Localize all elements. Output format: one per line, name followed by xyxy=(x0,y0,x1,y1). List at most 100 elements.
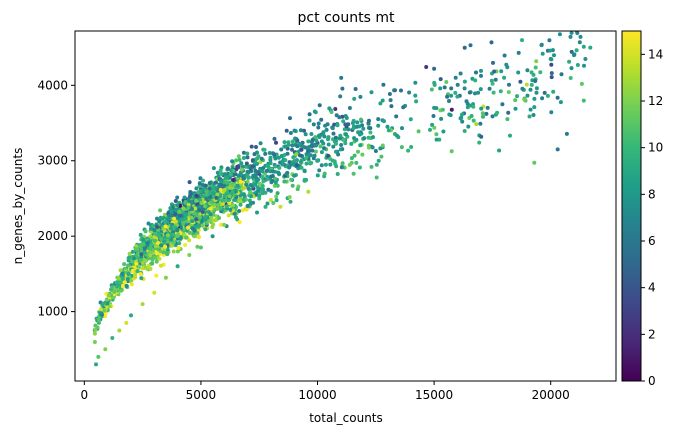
scatter-point xyxy=(252,152,257,157)
scatter-point xyxy=(467,90,472,95)
scatter-point xyxy=(117,328,122,333)
scatter-point xyxy=(531,113,536,117)
scatter-point xyxy=(255,210,259,215)
scatter-point xyxy=(267,151,272,155)
scatter-point xyxy=(208,212,213,217)
scatter-point xyxy=(295,187,300,192)
scatter-point xyxy=(525,68,530,73)
scatter-point xyxy=(462,86,467,91)
scatter-point xyxy=(146,221,151,226)
scatter-point xyxy=(549,71,554,76)
scatter-point xyxy=(516,50,521,55)
scatter-point xyxy=(527,114,532,119)
scatter-point xyxy=(588,45,593,50)
scatter-point xyxy=(484,111,489,116)
scatter-point xyxy=(249,194,254,199)
scatter-point xyxy=(177,209,182,214)
scatter-point xyxy=(298,128,303,133)
scatter-point xyxy=(504,62,509,67)
scatter-point xyxy=(370,145,375,150)
scatter-point xyxy=(506,90,511,95)
scatter-point xyxy=(231,203,236,208)
scatter-point xyxy=(183,212,188,217)
scatter-point xyxy=(416,129,421,134)
scatter-point xyxy=(534,59,539,64)
scatter-point xyxy=(242,185,247,190)
scatter-point xyxy=(318,144,323,149)
scatter-point xyxy=(449,107,454,112)
scatter-point xyxy=(261,166,266,171)
scatter-point xyxy=(260,169,265,174)
scatter-point xyxy=(155,240,160,245)
scatter-point xyxy=(242,194,247,199)
scatter-point xyxy=(187,238,192,243)
scatter-point xyxy=(244,182,249,187)
scatter-point xyxy=(495,110,500,115)
colorbar-tick-label: 10 xyxy=(648,141,663,155)
scatter-point xyxy=(199,201,204,205)
scatter-point xyxy=(139,247,144,252)
scatter-point xyxy=(288,199,293,204)
scatter-point xyxy=(94,362,98,367)
scatter-point xyxy=(231,168,236,173)
scatter-point xyxy=(334,149,338,154)
scatter-point xyxy=(572,53,576,58)
scatter-point xyxy=(481,114,485,119)
scatter-point xyxy=(250,158,255,163)
scatter-point xyxy=(194,198,199,203)
scatter-point xyxy=(306,149,310,154)
scatter-point xyxy=(321,132,326,137)
scatter-point xyxy=(263,151,268,156)
scatter-point xyxy=(148,253,153,258)
scatter-point xyxy=(406,148,411,153)
scatter-point xyxy=(299,165,304,170)
scatter-point xyxy=(129,282,134,287)
scatter-point xyxy=(204,196,209,201)
scatter-point xyxy=(401,105,406,110)
scatter-point xyxy=(373,149,378,153)
scatter-point xyxy=(178,213,183,218)
scatter-point xyxy=(172,216,177,221)
scatter-point xyxy=(190,226,195,231)
scatter-point xyxy=(567,59,572,64)
scatter-point xyxy=(347,162,352,167)
scatter-point xyxy=(285,170,290,175)
scatter-point xyxy=(449,86,454,91)
scatter-point xyxy=(213,218,218,223)
scatter-point xyxy=(441,129,446,134)
scatter-point xyxy=(214,195,219,200)
scatter-point xyxy=(582,63,586,68)
scatter-point xyxy=(201,178,205,183)
scatter-point xyxy=(272,152,277,157)
scatter-point xyxy=(157,219,162,224)
scatter-point xyxy=(274,194,279,199)
scatter-point xyxy=(341,119,346,124)
scatter-point xyxy=(182,195,187,200)
scatter-point xyxy=(257,181,262,186)
scatter-point xyxy=(323,162,328,167)
chart-title: pct counts mt xyxy=(298,10,395,26)
scatter-point xyxy=(290,143,295,148)
scatter-point xyxy=(141,242,146,247)
scatter-point xyxy=(350,121,355,125)
scatter-point xyxy=(331,131,336,136)
scatter-point xyxy=(497,148,502,153)
scatter-point xyxy=(299,147,304,152)
scatter-point xyxy=(255,185,260,190)
scatter-point xyxy=(102,308,107,313)
scatter-point xyxy=(208,218,213,223)
scatter-point xyxy=(278,204,283,209)
scatter-point xyxy=(189,200,194,205)
scatter-point xyxy=(330,126,335,131)
scatter-point xyxy=(171,249,176,254)
scatter-point xyxy=(413,93,418,98)
scatter-point xyxy=(173,219,178,224)
scatter-point xyxy=(216,174,221,179)
scatter-point xyxy=(225,166,230,171)
scatter-point xyxy=(175,203,180,208)
scatter-point xyxy=(311,122,316,127)
scatter-point xyxy=(143,229,148,234)
scatter-point xyxy=(115,284,120,289)
scatter-point xyxy=(131,256,136,261)
scatter-point xyxy=(444,80,449,84)
